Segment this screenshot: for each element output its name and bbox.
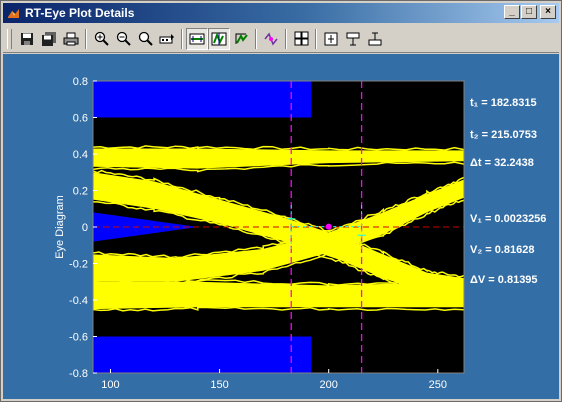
rising-edge-upper-edge — [93, 176, 464, 259]
undock-icon[interactable] — [364, 28, 386, 50]
top-rail-upper-edge — [93, 145, 464, 151]
v2-readout: V₂ = 0.81628 — [470, 244, 535, 256]
toolbar-grip[interactable] — [7, 28, 12, 49]
x-tick-label: 250 — [429, 379, 447, 391]
x-tick-label: 200 — [320, 379, 338, 391]
y-tick-label: -0.8 — [69, 368, 88, 380]
y-tick-label: 0.2 — [73, 186, 88, 198]
y-tick-label: 0.4 — [73, 149, 88, 161]
top-mask — [93, 81, 312, 118]
dock-icon[interactable] — [342, 28, 364, 50]
v1-readout: V₁ = 0.0023256 — [470, 213, 547, 225]
delta-t-readout: Δt = 32.2438 — [470, 157, 534, 169]
toolbar-separator — [85, 28, 87, 49]
y-tick-label: 0.6 — [73, 113, 88, 125]
y-tick-label: -0.4 — [69, 295, 88, 307]
top-rail-band — [93, 148, 464, 169]
toolbar-separator — [255, 28, 257, 49]
zoom-in-icon[interactable] — [90, 28, 112, 50]
y-tick-label: -0.2 — [69, 259, 88, 271]
rising-edge-lower-edge — [93, 199, 464, 286]
x-tick-label: 100 — [101, 379, 119, 391]
toolbar-separator — [285, 28, 287, 49]
zoom-reset-icon[interactable] — [134, 28, 156, 50]
y-tick-label: -0.6 — [69, 332, 88, 344]
window-title: RT-Eye Plot Details — [25, 6, 135, 20]
horizontal-cursor-icon[interactable] — [186, 27, 208, 50]
figure-area: 100 150 200 250 -0.8 -0.6 -0.4 -0.2 0 0.2 0.4 0.6 0.… — [3, 54, 559, 399]
marker-icon[interactable] — [260, 28, 282, 50]
insert-icon[interactable] — [320, 28, 342, 50]
zoom-out-icon[interactable] — [112, 28, 134, 50]
toolbar-separator — [315, 28, 317, 49]
t2-readout: t₂ = 215.0753 — [470, 129, 537, 141]
t1-readout: t₁ = 182.8315 — [470, 97, 537, 109]
vertical-cursor-icon[interactable] — [208, 27, 230, 50]
falling-edge-band — [93, 172, 464, 300]
save-icon[interactable] — [16, 28, 38, 50]
crossing-point-marker — [325, 223, 332, 230]
matlab-app-icon — [8, 8, 19, 18]
eye-plot-window: RT-Eye Plot Details _ □ × — [0, 0, 562, 402]
y-axis-label: Eye Diagram — [54, 195, 66, 259]
fit-icon[interactable] — [230, 28, 252, 50]
y-tick-label: 0 — [82, 222, 88, 234]
rising-edge-band — [93, 179, 464, 282]
top-rail-lower-edge — [93, 161, 464, 173]
title-bar[interactable]: RT-Eye Plot Details _ □ × — [3, 3, 559, 23]
y-tick-label: 0.8 — [73, 76, 88, 88]
close-button[interactable]: × — [540, 5, 556, 19]
save-all-icon[interactable] — [38, 28, 60, 50]
data-cursor-icon[interactable] — [156, 28, 178, 50]
bottom-rail-lower-edge — [93, 306, 464, 312]
delta-v-readout: ΔV = 0.81395 — [470, 274, 538, 286]
minimize-button[interactable]: _ — [504, 5, 520, 19]
maximize-button[interactable]: □ — [521, 5, 537, 19]
print-icon[interactable] — [60, 28, 82, 50]
figure-toolbar — [3, 25, 559, 53]
bottom-rail-band — [93, 281, 464, 310]
grid-icon[interactable] — [290, 28, 312, 50]
x-tick-label: 150 — [210, 379, 228, 391]
eye-diagram-chart[interactable]: 100 150 200 250 -0.8 -0.6 -0.4 -0.2 0 0.2 0.4 0.6 0.… — [3, 54, 559, 399]
bottom-mask — [93, 336, 312, 373]
toolbar-separator — [181, 28, 183, 49]
falling-edge-upper-edge — [93, 169, 464, 278]
